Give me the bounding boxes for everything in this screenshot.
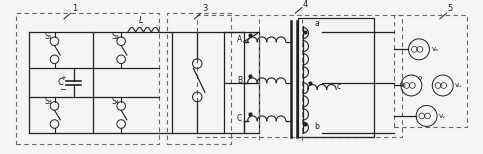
Text: vₐ: vₐ: [431, 46, 438, 52]
Text: vᵥ: vᵥ: [439, 113, 446, 119]
Text: −: −: [59, 85, 67, 94]
Text: 3: 3: [202, 4, 207, 13]
Text: C: C: [57, 78, 63, 87]
Text: o: o: [418, 75, 422, 81]
Text: S₃: S₃: [45, 97, 53, 106]
Text: 1: 1: [71, 4, 77, 13]
Bar: [298, 18, 374, 137]
Text: S₄: S₄: [112, 97, 119, 106]
Text: S₂: S₂: [112, 32, 119, 41]
Text: c: c: [336, 82, 341, 91]
Text: a: a: [314, 20, 319, 28]
Text: 5: 5: [448, 4, 453, 13]
Text: vᵦ: vᵦ: [400, 83, 407, 89]
Text: vᵤ: vᵤ: [455, 83, 462, 89]
Text: S₁: S₁: [45, 32, 53, 41]
Bar: [171, 32, 224, 133]
Text: +: +: [60, 75, 66, 81]
Text: L: L: [139, 16, 143, 25]
Text: b: b: [314, 122, 319, 131]
Text: C: C: [237, 114, 242, 123]
Text: B: B: [237, 76, 242, 85]
Text: A: A: [237, 35, 242, 44]
Text: 4: 4: [303, 0, 308, 9]
